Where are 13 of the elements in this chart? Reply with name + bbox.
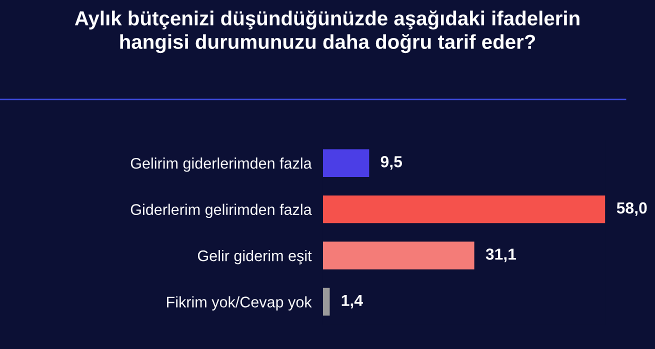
- bar: [322, 288, 330, 316]
- data-label: 31,1: [486, 248, 516, 262]
- y-tick-label: Fikrim yok/Cevap yok: [167, 296, 312, 311]
- y-tick-label: Gelirim giderlerimden fazla: [130, 158, 312, 172]
- chart-title: Aylık bütçenizi düşündüğünüzde aşağıdaki ifadelerin hangisi durumunuzu daha doğru tarif eder?: [74, 10, 580, 54]
- data-label: 9,5: [380, 156, 402, 170]
- y-tick-label: Gelir giderim eşit: [198, 250, 312, 264]
- bar: [322, 195, 606, 224]
- y-tick-label: Giderlerim gelirimden fazla: [130, 204, 312, 218]
- bar: [322, 242, 474, 270]
- data-label: 1,4: [342, 294, 363, 308]
- data-label: 58,0: [616, 202, 647, 216]
- bar: [322, 149, 370, 177]
